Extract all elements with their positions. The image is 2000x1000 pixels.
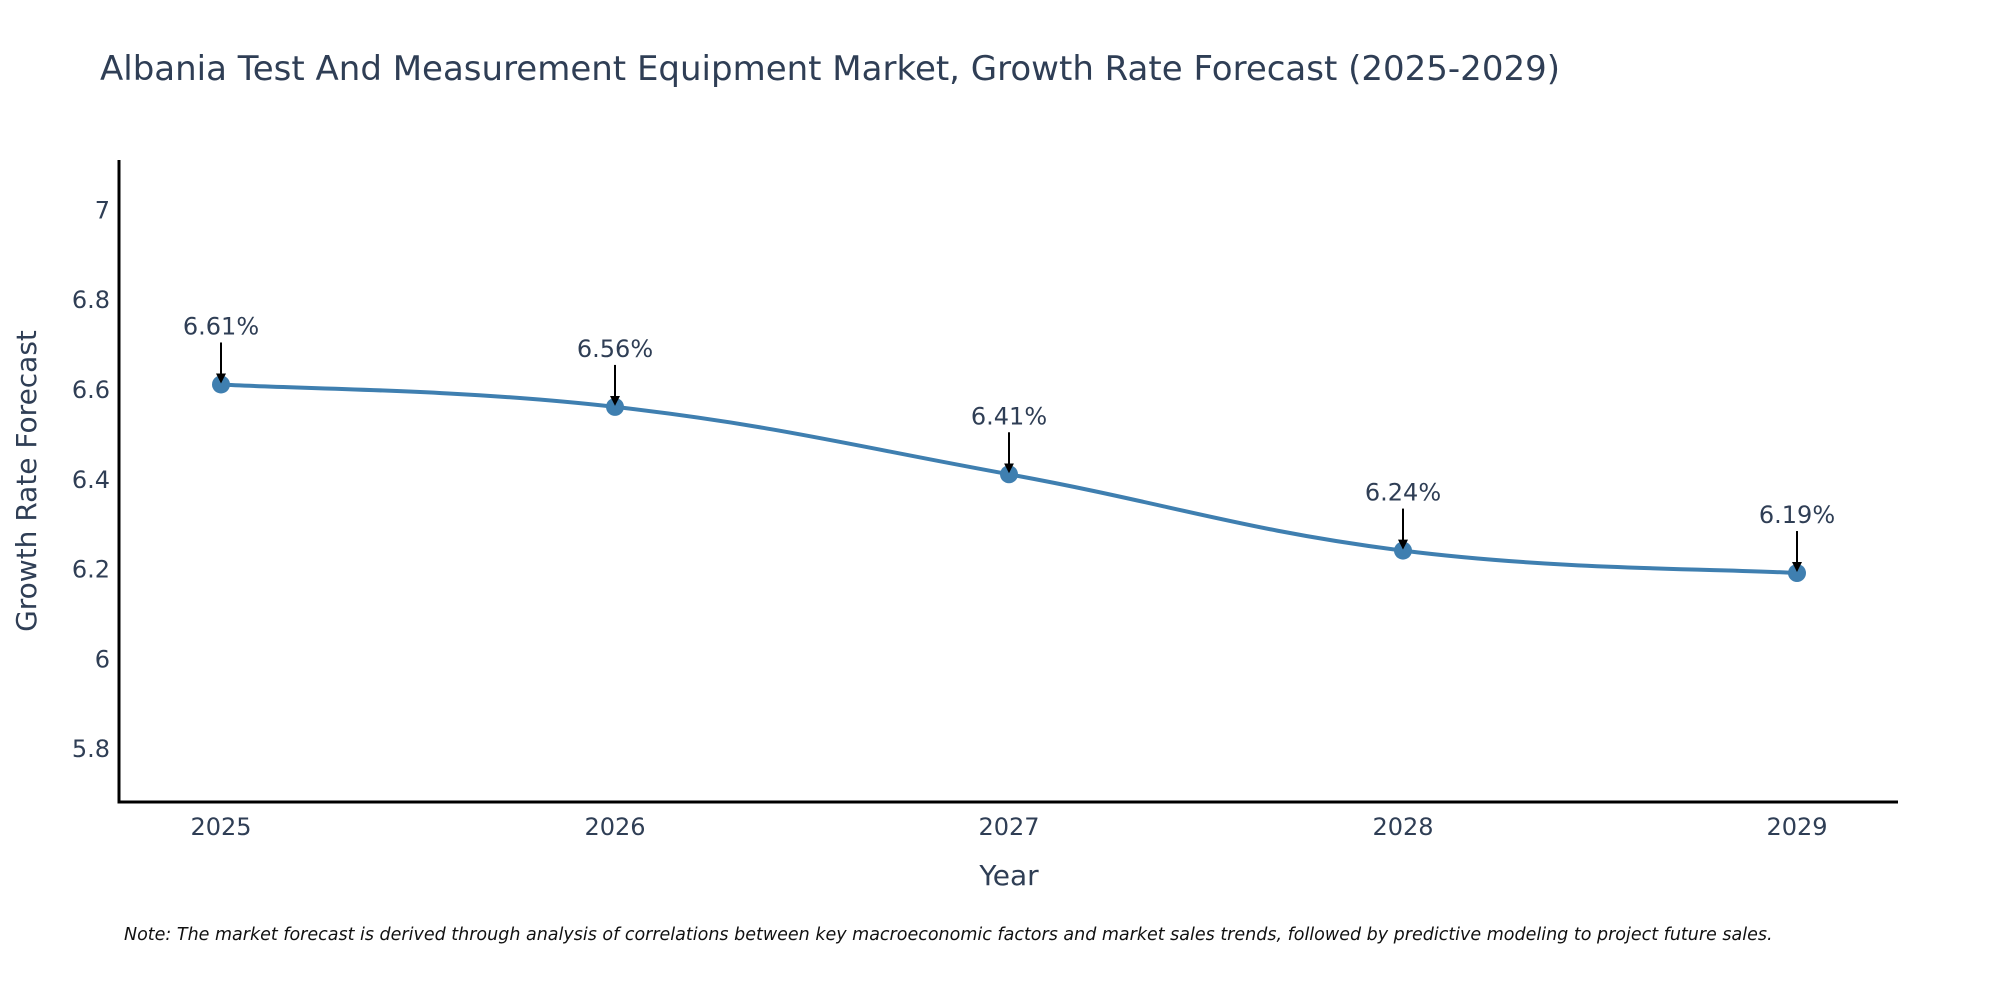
y-tick-label: 6.6 bbox=[72, 376, 110, 404]
x-axis-ticks: 2025 2026 2027 2028 2029 bbox=[190, 813, 1827, 841]
y-tick-label: 6 bbox=[95, 645, 110, 673]
data-label: 6.19% bbox=[1759, 501, 1835, 529]
x-tick-label: 2029 bbox=[1766, 813, 1827, 841]
y-tick-label: 6.4 bbox=[72, 466, 110, 494]
y-tick-label: 6.2 bbox=[72, 556, 110, 584]
footnote: Note: The market forecast is derived thr… bbox=[124, 925, 1773, 945]
y-axis-ticks: 5.8 6 6.2 6.4 6.6 6.8 7 bbox=[72, 196, 110, 763]
data-annotations: 6.61% 6.56% 6.41% 6.24% 6.19% bbox=[183, 312, 1835, 573]
data-label: 6.24% bbox=[1365, 479, 1441, 507]
y-axis-title: Growth Rate Forecast bbox=[10, 330, 43, 632]
data-label: 6.56% bbox=[577, 335, 653, 363]
x-axis-title: Year bbox=[978, 859, 1039, 892]
x-tick-label: 2028 bbox=[1372, 813, 1433, 841]
y-tick-label: 5.8 bbox=[72, 735, 110, 763]
data-label: 6.61% bbox=[183, 312, 259, 340]
x-tick-label: 2025 bbox=[190, 813, 251, 841]
data-label: 6.41% bbox=[971, 402, 1047, 430]
x-tick-label: 2027 bbox=[978, 813, 1039, 841]
y-tick-label: 7 bbox=[95, 196, 110, 224]
x-tick-label: 2026 bbox=[584, 813, 645, 841]
y-tick-label: 6.8 bbox=[72, 286, 110, 314]
chart-title: Albania Test And Measurement Equipment M… bbox=[100, 49, 1560, 89]
